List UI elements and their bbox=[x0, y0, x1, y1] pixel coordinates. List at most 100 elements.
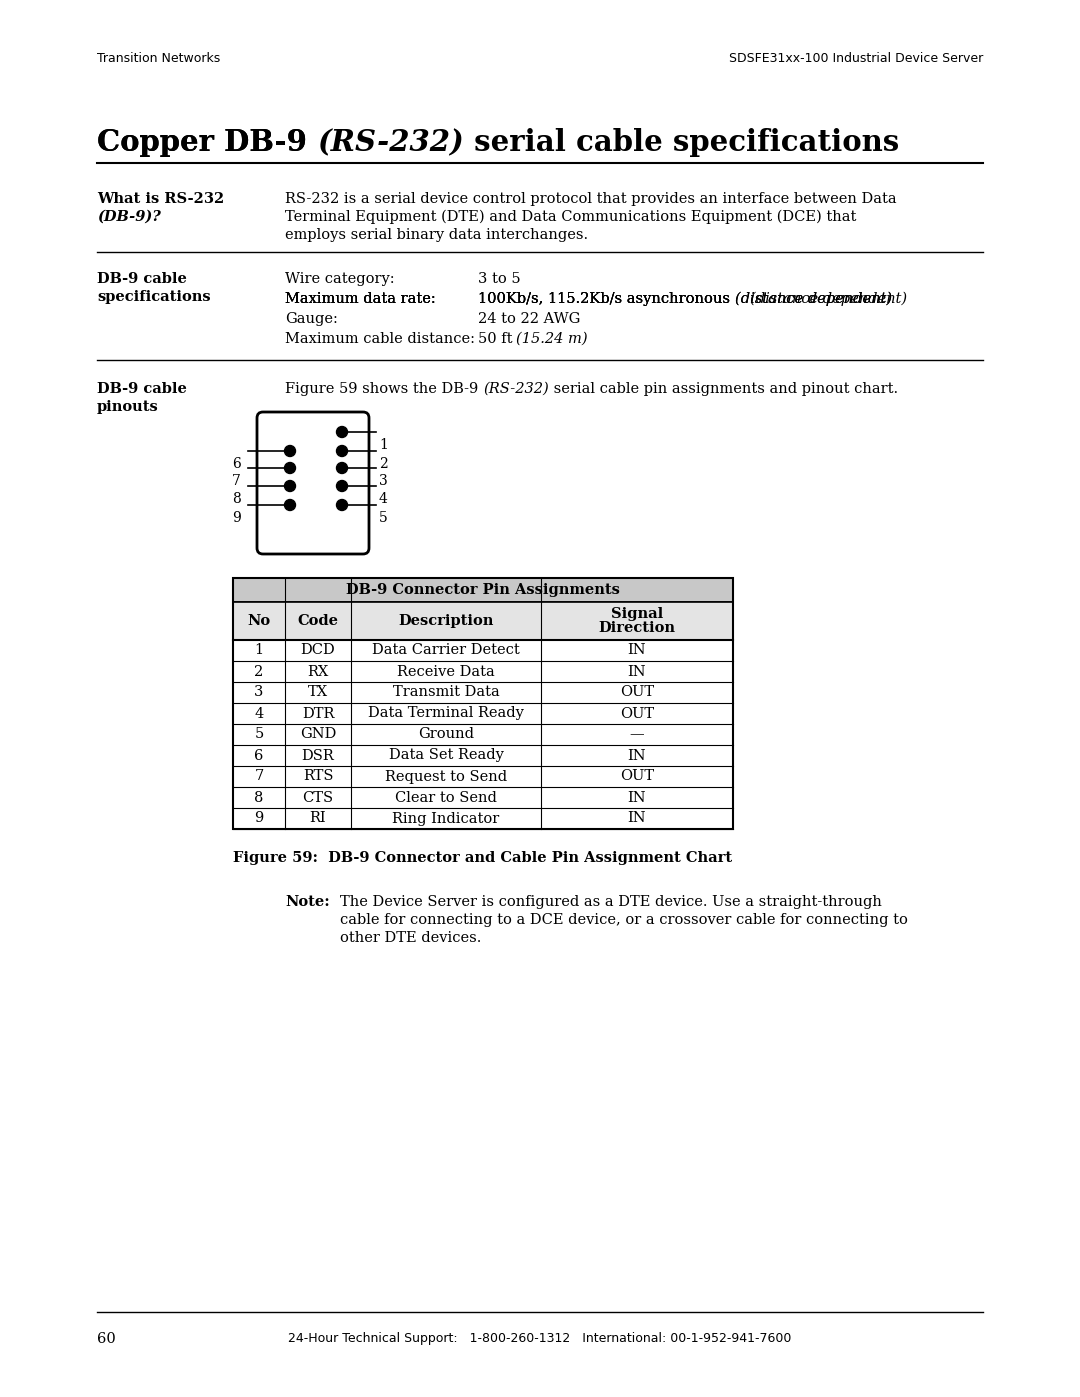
Bar bbox=[233, 724, 733, 745]
Text: Request to Send: Request to Send bbox=[384, 770, 508, 784]
Text: GND: GND bbox=[300, 728, 336, 742]
Bar bbox=[233, 745, 733, 766]
Text: What is RS-232: What is RS-232 bbox=[97, 191, 225, 205]
Circle shape bbox=[337, 462, 348, 474]
Text: (distance dependent): (distance dependent) bbox=[734, 292, 892, 306]
Text: Description: Description bbox=[399, 615, 494, 629]
Text: 3 to 5: 3 to 5 bbox=[478, 272, 521, 286]
Text: specifications: specifications bbox=[97, 291, 211, 305]
Text: (RS-232): (RS-232) bbox=[483, 381, 549, 395]
Bar bbox=[233, 578, 733, 828]
Text: OUT: OUT bbox=[620, 686, 654, 700]
Text: 1: 1 bbox=[255, 644, 264, 658]
Text: Maximum cable distance:: Maximum cable distance: bbox=[285, 332, 475, 346]
Text: Copper DB-9 ​: Copper DB-9 ​ bbox=[97, 129, 318, 156]
Text: 6: 6 bbox=[232, 457, 241, 471]
Text: DB-9 cable: DB-9 cable bbox=[97, 381, 187, 395]
Text: Terminal Equipment (DTE) and Data Communications Equipment (DCE) that: Terminal Equipment (DTE) and Data Commun… bbox=[285, 210, 856, 225]
Text: (DB-9)?: (DB-9)? bbox=[97, 210, 161, 224]
Text: serial cable pin assignments and pinout chart.: serial cable pin assignments and pinout … bbox=[549, 381, 897, 395]
Text: 3: 3 bbox=[254, 686, 264, 700]
Text: RX: RX bbox=[308, 665, 328, 679]
Text: Ground: Ground bbox=[418, 728, 474, 742]
Text: Copper DB-9: Copper DB-9 bbox=[97, 129, 318, 156]
Circle shape bbox=[284, 446, 296, 457]
Text: Data Terminal Ready: Data Terminal Ready bbox=[368, 707, 524, 721]
Text: 6: 6 bbox=[254, 749, 264, 763]
Text: Maximum data rate:: Maximum data rate: bbox=[285, 292, 435, 306]
Circle shape bbox=[284, 462, 296, 474]
Text: Transition Networks: Transition Networks bbox=[97, 52, 220, 66]
Text: 100Kb/s, 115.2Kb/s asynchronous: 100Kb/s, 115.2Kb/s asynchronous bbox=[478, 292, 734, 306]
Text: pinouts: pinouts bbox=[97, 400, 159, 414]
Text: 8: 8 bbox=[232, 492, 241, 506]
Text: Copper DB-9: Copper DB-9 bbox=[97, 129, 318, 156]
Text: DCD: DCD bbox=[300, 644, 336, 658]
Text: RI: RI bbox=[310, 812, 326, 826]
Text: 24-Hour Technical Support:   1-800-260-1312   International: 00-1-952-941-7600: 24-Hour Technical Support: 1-800-260-131… bbox=[288, 1331, 792, 1345]
Text: SDSFE31xx-100 Industrial Device Server: SDSFE31xx-100 Industrial Device Server bbox=[729, 52, 983, 66]
Text: (RS-232): (RS-232) bbox=[318, 129, 464, 156]
Text: —: — bbox=[630, 728, 645, 742]
Text: IN: IN bbox=[627, 665, 646, 679]
Text: 5: 5 bbox=[255, 728, 264, 742]
Circle shape bbox=[337, 446, 348, 457]
Text: Note:: Note: bbox=[285, 895, 329, 909]
Text: Figure 59:  DB-9 Connector and Cable Pin Assignment Chart: Figure 59: DB-9 Connector and Cable Pin … bbox=[233, 851, 732, 865]
Text: Ring Indicator: Ring Indicator bbox=[392, 812, 500, 826]
Bar bbox=[233, 682, 733, 703]
Circle shape bbox=[284, 481, 296, 492]
Text: Figure 59 shows the DB-9: Figure 59 shows the DB-9 bbox=[285, 381, 483, 395]
Bar bbox=[233, 787, 733, 807]
Text: DB-9 Connector Pin Assignments: DB-9 Connector Pin Assignments bbox=[346, 583, 620, 597]
Text: 9: 9 bbox=[232, 511, 241, 525]
Text: OUT: OUT bbox=[620, 770, 654, 784]
Text: 3: 3 bbox=[379, 474, 388, 488]
Text: 7: 7 bbox=[232, 474, 241, 488]
Text: (distance dependent): (distance dependent) bbox=[750, 292, 907, 306]
Text: Code: Code bbox=[297, 615, 338, 629]
Circle shape bbox=[337, 500, 348, 510]
Text: 100Kb/s, 115.2Kb/s asynchronous: 100Kb/s, 115.2Kb/s asynchronous bbox=[478, 292, 734, 306]
Text: RS-232 is a serial device control protocol that provides an interface between Da: RS-232 is a serial device control protoc… bbox=[285, 191, 896, 205]
Text: Clear to Send: Clear to Send bbox=[395, 791, 497, 805]
Text: Maximum data rate:: Maximum data rate: bbox=[285, 292, 435, 306]
Text: The Device Server is configured as a DTE device. Use a straight-through: The Device Server is configured as a DTE… bbox=[340, 895, 882, 909]
Text: 100Kb/s, 115.2Kb/s asynchronous: 100Kb/s, 115.2Kb/s asynchronous bbox=[478, 292, 734, 306]
Text: Data Set Ready: Data Set Ready bbox=[389, 749, 503, 763]
Text: 4: 4 bbox=[255, 707, 264, 721]
Text: DSR: DSR bbox=[301, 749, 335, 763]
Text: 24 to 22 AWG: 24 to 22 AWG bbox=[478, 312, 580, 326]
Text: IN: IN bbox=[627, 812, 646, 826]
Text: DTR: DTR bbox=[301, 707, 334, 721]
Text: 5: 5 bbox=[379, 511, 388, 525]
Text: IN: IN bbox=[627, 749, 646, 763]
Text: OUT: OUT bbox=[620, 707, 654, 721]
Text: TX: TX bbox=[308, 686, 328, 700]
Text: IN: IN bbox=[627, 644, 646, 658]
Text: Direction: Direction bbox=[598, 622, 675, 636]
Bar bbox=[233, 807, 733, 828]
Text: RTS: RTS bbox=[302, 770, 334, 784]
Text: DB-9 cable: DB-9 cable bbox=[97, 272, 187, 286]
Text: other DTE devices.: other DTE devices. bbox=[340, 930, 482, 944]
Text: 2: 2 bbox=[255, 665, 264, 679]
Text: Signal: Signal bbox=[611, 608, 663, 622]
Text: serial cable specifications: serial cable specifications bbox=[464, 129, 900, 156]
Circle shape bbox=[284, 500, 296, 510]
Bar bbox=[233, 640, 733, 661]
Text: 60: 60 bbox=[97, 1331, 116, 1345]
Text: 4: 4 bbox=[379, 492, 388, 506]
Text: CTS: CTS bbox=[302, 791, 334, 805]
Text: Gauge:: Gauge: bbox=[285, 312, 338, 326]
Bar bbox=[233, 602, 733, 640]
Text: (distance dependent): (distance dependent) bbox=[734, 292, 892, 306]
Text: employs serial binary data interchanges.: employs serial binary data interchanges. bbox=[285, 228, 589, 242]
Text: 8: 8 bbox=[254, 791, 264, 805]
FancyBboxPatch shape bbox=[257, 412, 369, 555]
Circle shape bbox=[337, 481, 348, 492]
Text: Wire category:: Wire category: bbox=[285, 272, 394, 286]
Text: 2: 2 bbox=[379, 457, 388, 471]
Text: cable for connecting to a DCE device, or a crossover cable for connecting to: cable for connecting to a DCE device, or… bbox=[340, 914, 908, 928]
Text: Maximum data rate:: Maximum data rate: bbox=[285, 292, 435, 306]
